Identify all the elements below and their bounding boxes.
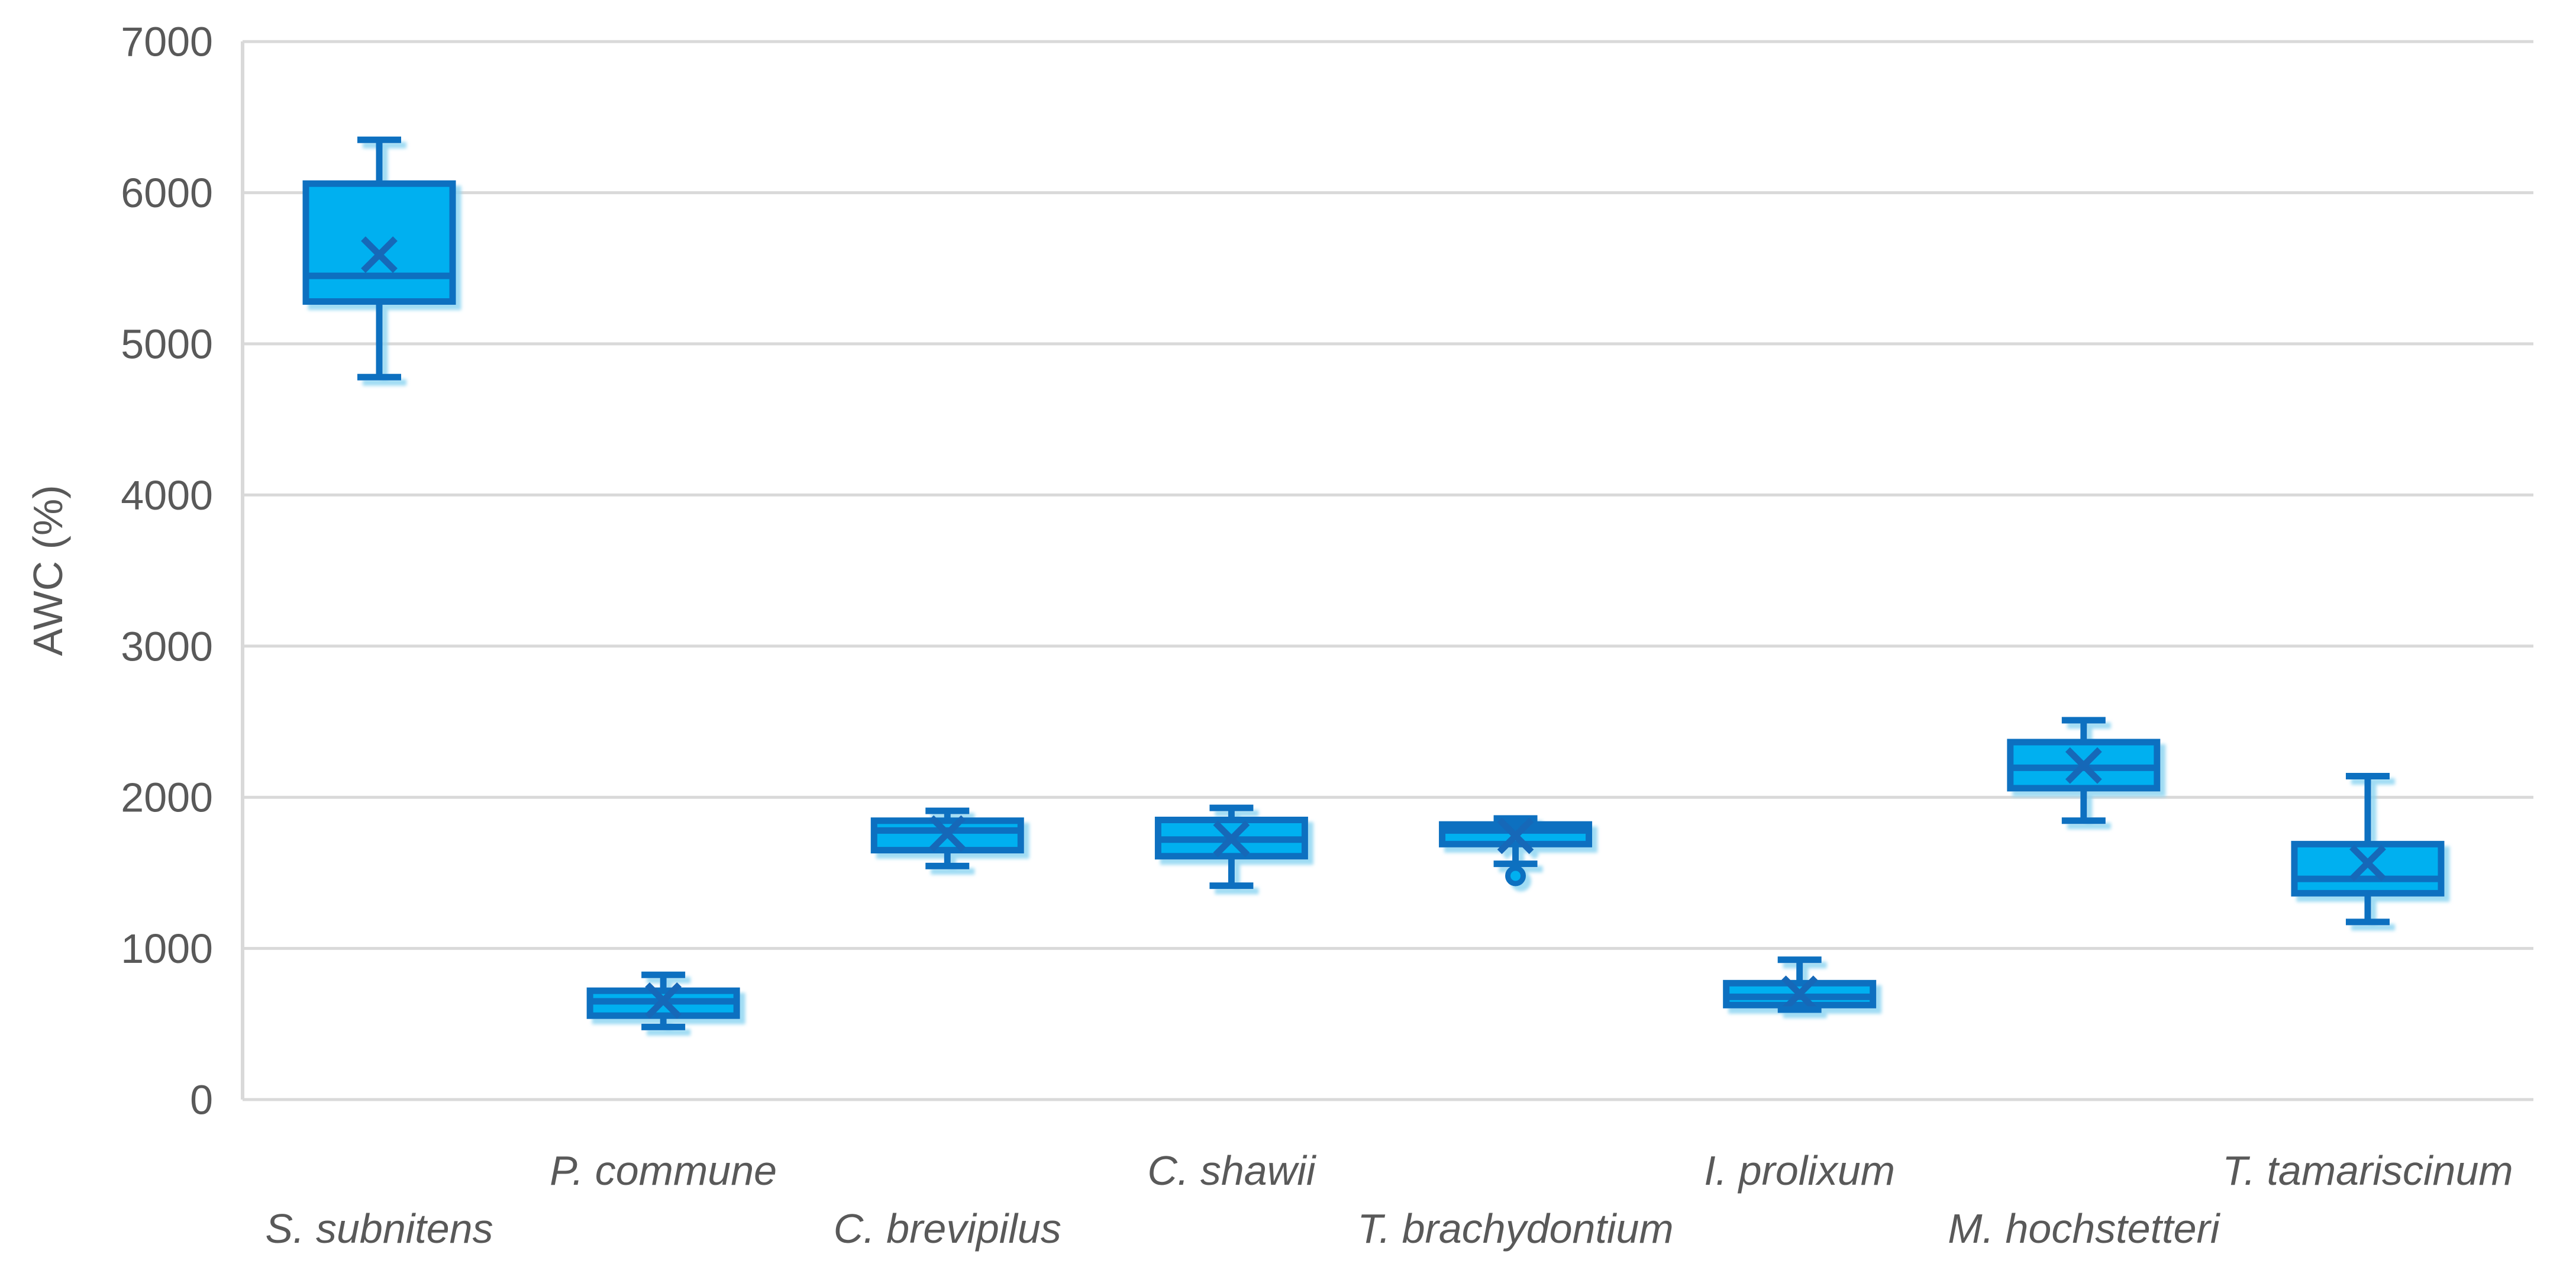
y-tick-label-2000: 2000 bbox=[121, 775, 213, 821]
y-axis-title: AWC (%) bbox=[25, 485, 71, 656]
mean-x-icon bbox=[1213, 820, 1250, 858]
boxplot-m-hochstetteri bbox=[2007, 717, 2161, 824]
y-tick-label-1000: 1000 bbox=[121, 926, 213, 972]
category-label-s-subnitens: S. subnitens bbox=[265, 1205, 493, 1252]
boxplot-t-tamariscinum bbox=[2291, 772, 2445, 926]
outlier-point bbox=[1505, 865, 1526, 887]
x-axis-category-labels: S. subnitens P. commune C. brevipilus C. sh… bbox=[265, 1147, 2513, 1252]
y-tick-label-3000: 3000 bbox=[121, 623, 213, 669]
y-tick-label-7000: 7000 bbox=[121, 19, 213, 65]
iqr-box bbox=[302, 180, 456, 305]
boxplot-t-brachydontium bbox=[1439, 815, 1593, 887]
category-label-c-brevipilus: C. brevipilus bbox=[834, 1205, 1061, 1252]
boxplot-p-commune bbox=[586, 971, 740, 1030]
mean-x-icon bbox=[1781, 975, 1818, 1013]
mean-x-icon bbox=[2349, 844, 2386, 882]
boxplot-c-brevipilus bbox=[870, 807, 1024, 869]
category-label-i-prolixum: I. prolixum bbox=[1704, 1147, 1895, 1194]
mean-x-icon bbox=[361, 236, 398, 273]
mean-x-icon bbox=[929, 815, 966, 852]
category-label-p-commune: P. commune bbox=[550, 1147, 777, 1194]
category-label-t-brachydontium: T. brachydontium bbox=[1357, 1205, 1673, 1252]
box-series bbox=[302, 136, 2445, 1030]
category-label-m-hochstetteri: M. hochstetteri bbox=[1948, 1205, 2221, 1252]
mean-x-icon bbox=[1497, 817, 1534, 855]
y-tick-label-0: 0 bbox=[190, 1077, 213, 1123]
boxplot-s-subnitens bbox=[302, 136, 456, 381]
y-tick-label-4000: 4000 bbox=[121, 472, 213, 518]
iqr-box bbox=[2291, 840, 2445, 897]
category-label-c-shawii: C. shawii bbox=[1147, 1147, 1316, 1194]
boxplot-c-shawii bbox=[1154, 804, 1308, 889]
category-label-t-tamariscinum: T. tamariscinum bbox=[2222, 1147, 2513, 1194]
mean-x-icon bbox=[2065, 747, 2102, 784]
mean-x-icon bbox=[645, 982, 682, 1019]
y-tick-label-5000: 5000 bbox=[121, 321, 213, 368]
boxplot-i-prolixum bbox=[1723, 956, 1877, 1013]
gridlines bbox=[243, 40, 2533, 1101]
y-axis-tick-labels: 0 1000 2000 3000 4000 5000 6000 7000 bbox=[121, 19, 213, 1123]
y-tick-label-6000: 6000 bbox=[121, 170, 213, 216]
